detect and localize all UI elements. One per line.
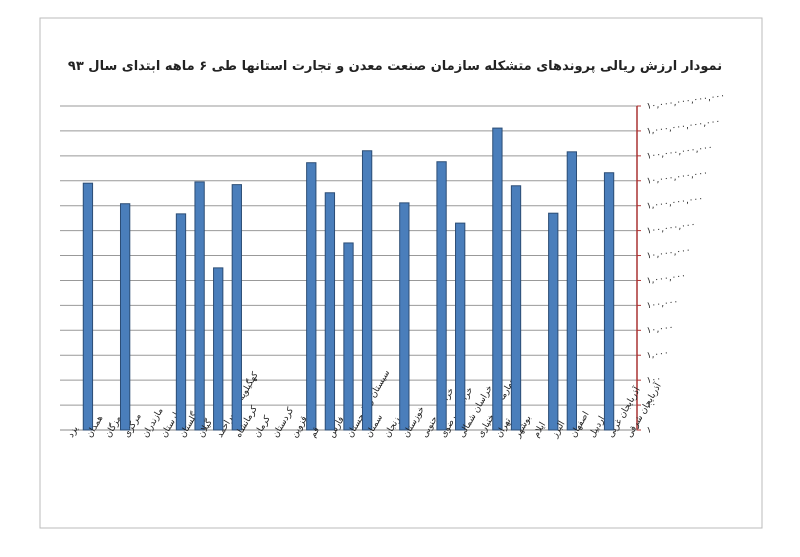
bar [361,150,373,431]
bar [324,192,336,431]
y-tick-label: ۱ [646,425,652,436]
bar [175,213,187,431]
y-tick-label: ۱,۰۰۰ [646,348,669,361]
bar [194,181,205,431]
y-tick-label: ۱۰,۰۰۰ [646,323,674,337]
bar [510,185,522,431]
chart-title: نمودار ارزش ریالی پروندهای متشکله سازمان… [68,59,722,74]
bar [306,162,317,431]
x-tick-label: قم [308,426,322,440]
bar [603,172,615,431]
bar [119,203,131,431]
bar [399,202,410,431]
bar [343,242,354,431]
bar [213,267,224,431]
bar [82,182,94,431]
y-tick-label: ۱۰۰,۰۰۰ [646,297,679,311]
bar [566,151,578,431]
bar [455,222,466,431]
bar [436,161,447,431]
bar [548,212,559,431]
bar [231,184,242,431]
y-tick-label: ۱۰۰ [646,374,662,386]
y-tick-label: ۱۰ [646,400,657,411]
bar [492,127,503,431]
